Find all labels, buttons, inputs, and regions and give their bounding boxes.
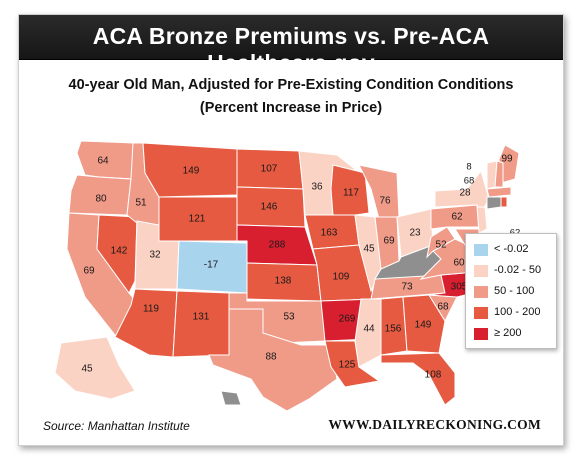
state-value-ok: 53 — [283, 312, 295, 323]
state-nj — [476, 206, 488, 234]
state-ny — [434, 169, 490, 215]
state-me — [498, 144, 520, 184]
legend-swatch — [474, 307, 488, 319]
state-value-ak: 45 — [81, 364, 93, 375]
state-ma — [486, 186, 512, 198]
site-credit: WWW.DAILYRECKONING.COM — [328, 417, 541, 432]
map-legend: < -0.02 -0.02 - 50 50 - 100 100 - 200 ≥ … — [465, 233, 557, 349]
state-value-id: 51 — [135, 198, 147, 209]
state-value-tn: 73 — [401, 282, 413, 293]
chart-title: ACA Bronze Premiums vs. Pre-ACA Healthca… — [92, 23, 490, 76]
state-value-nv: 142 — [111, 246, 128, 257]
state-value-mn: 36 — [311, 182, 323, 193]
state-ak — [54, 336, 136, 400]
subtitle-line-1: 40-year Old Man, Adjusted for Pre-Existi… — [68, 77, 514, 93]
state-value-wv: 52 — [435, 240, 447, 251]
state-nh — [494, 160, 504, 188]
legend-label: 100 - 200 — [494, 306, 541, 318]
state-value-ar: 269 — [339, 314, 356, 325]
state-value-wy: 121 — [189, 214, 206, 225]
state-value-sd: 146 — [261, 202, 278, 213]
legend-swatch — [474, 244, 488, 256]
state-value-la: 125 — [339, 360, 356, 371]
legend-swatch — [474, 265, 488, 277]
legend-label: ≥ 200 — [494, 327, 522, 339]
state-ga — [402, 294, 446, 354]
state-value-tx: 88 — [265, 352, 277, 363]
state-value-il: 45 — [363, 244, 375, 255]
state-value-mt: 149 — [183, 166, 200, 177]
state-ct — [486, 196, 502, 210]
legend-label: 50 - 100 — [494, 285, 535, 297]
state-value-co: -17 — [204, 260, 219, 271]
state-value-az: 119 — [143, 304, 159, 315]
state-value-va: 60 — [453, 258, 465, 269]
state-value-ms: 44 — [363, 324, 375, 335]
state-value-sc: 68 — [437, 302, 449, 313]
source-note: Source: Manhattan Institute — [43, 419, 190, 433]
state-value-ga: 149 — [415, 320, 432, 331]
subtitle-line-2: (Percent Increase in Price) — [199, 100, 383, 116]
state-value-wi: 117 — [343, 188, 359, 199]
state-value-fl: 108 — [425, 370, 442, 381]
state-value-ia: 163 — [321, 228, 338, 239]
state-fl — [380, 352, 456, 406]
state-value-or: 80 — [95, 194, 107, 205]
state-wv — [426, 226, 456, 259]
infographic-frame: ACA Bronze Premiums vs. Pre-ACA Healthca… — [18, 14, 564, 446]
legend-swatch — [474, 328, 488, 340]
state-ms — [354, 298, 382, 368]
state-value-wa: 64 — [97, 156, 109, 167]
state-value-al: 156 — [385, 324, 402, 335]
state-value-mo: 109 — [333, 272, 350, 283]
state-value-nd: 107 — [261, 164, 278, 175]
legend-label: < -0.02 — [494, 243, 529, 255]
state-value-vt: 8 — [466, 162, 471, 173]
state-tx — [208, 308, 338, 412]
state-value-in: 69 — [383, 236, 395, 247]
state-value-ny: 28 — [459, 188, 471, 199]
state-value-ks: 138 — [275, 276, 292, 287]
state-value-nc: 305 — [451, 282, 468, 293]
state-mt — [142, 142, 238, 198]
state-value-me: 99 — [501, 154, 513, 165]
state-value-nm: 131 — [193, 312, 210, 323]
state-value-nh: 68 — [464, 176, 475, 187]
state-value-mi: 76 — [379, 196, 391, 207]
state-value-ca: 69 — [83, 266, 95, 277]
state-ri — [500, 196, 508, 208]
state-value-ne: 288 — [269, 240, 286, 251]
state-hi — [220, 390, 242, 406]
state-nm — [172, 290, 230, 358]
legend-swatch — [474, 286, 488, 298]
state-value-ut: 32 — [149, 250, 161, 261]
legend-label: -0.02 - 50 — [494, 264, 542, 276]
state-value-pa: 62 — [451, 212, 463, 223]
title-banner: ACA Bronze Premiums vs. Pre-ACA Healthca… — [19, 15, 563, 76]
us-map: 64 80 69 142 51 149 121 32 -17 119 131 107 146 288 138… — [41, 129, 541, 413]
state-value-oh: 23 — [409, 228, 421, 239]
